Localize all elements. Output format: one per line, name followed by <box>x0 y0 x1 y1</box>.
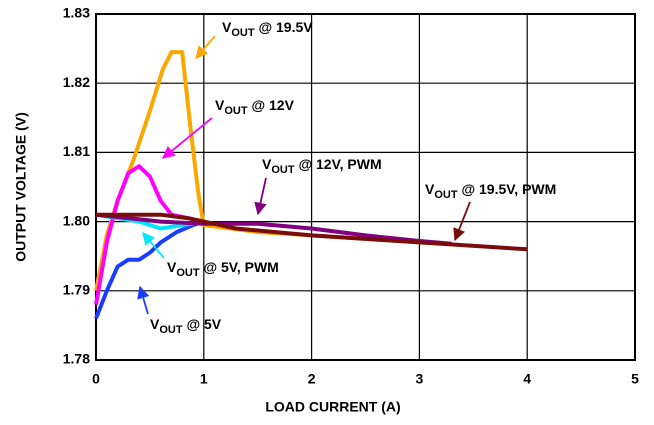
annotation-arrow <box>254 177 267 216</box>
y-tick-label: 1.83 <box>63 5 90 21</box>
annotation-arrow <box>162 117 213 159</box>
y-tick-label: 1.82 <box>63 74 90 90</box>
series-annotation: VOUT @ 12V <box>215 97 295 117</box>
y-tick-label: 1.79 <box>63 282 90 298</box>
series-annotation: VOUT @ 5V <box>150 316 222 336</box>
x-tick-label: 2 <box>308 371 316 387</box>
annotation-arrow <box>195 35 216 59</box>
annotation-arrow <box>453 201 471 242</box>
annotation-arrow <box>142 232 165 259</box>
series-line <box>95 212 452 246</box>
series-line <box>96 212 528 252</box>
x-tick-label: 5 <box>631 371 639 387</box>
annotation-arrow <box>137 285 150 315</box>
y-tick-label: 1.81 <box>63 143 90 159</box>
y-tick-label: 1.78 <box>63 351 90 367</box>
series-line <box>94 219 205 320</box>
x-tick-label: 0 <box>92 371 100 387</box>
x-axis-label: LOAD CURRENT (A) <box>265 399 400 415</box>
x-tick-label: 1 <box>200 371 208 387</box>
plot-frame <box>95 13 636 361</box>
series-annotation: VOUT @ 5V, PWM <box>167 259 279 279</box>
series-annotation: VOUT @ 19.5V, PWM <box>425 181 556 201</box>
x-tick-label: 4 <box>523 371 531 387</box>
y-tick-label: 1.80 <box>63 212 90 228</box>
x-tick-label: 3 <box>416 371 424 387</box>
series-line <box>94 164 205 305</box>
series-annotation: VOUT @ 12V, PWM <box>262 156 382 176</box>
series-annotation: VOUT @ 19.5V <box>222 19 313 39</box>
y-axis-label: OUTPUT VOLTAGE (V) <box>13 112 29 262</box>
